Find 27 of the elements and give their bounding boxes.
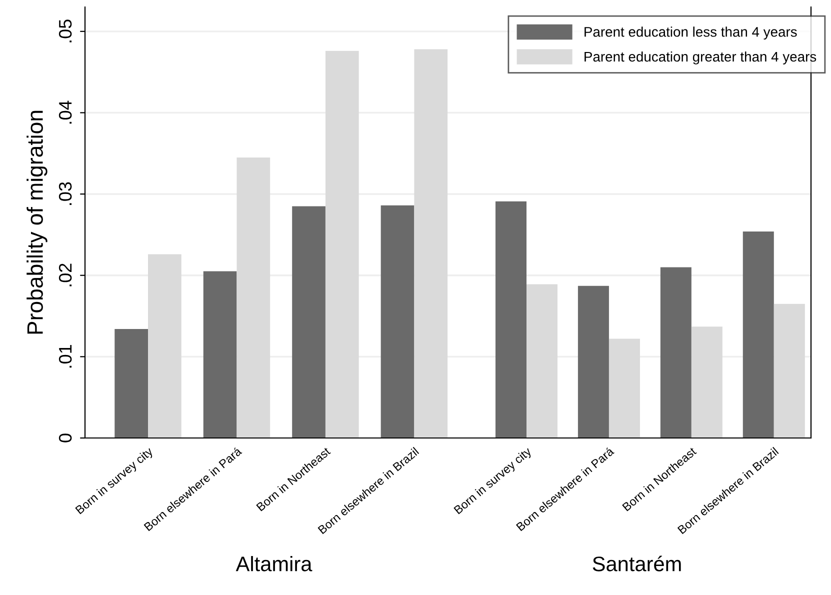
bar <box>578 286 609 438</box>
y-tick-label: .02 <box>58 264 72 286</box>
bar <box>414 49 448 438</box>
bar <box>114 329 148 438</box>
bar <box>148 254 182 438</box>
y-tick-label: .03 <box>58 182 72 205</box>
bar <box>742 231 774 438</box>
bar <box>774 304 805 438</box>
bar <box>660 267 692 438</box>
bar <box>292 206 326 438</box>
legend-label: Parent education less than 4 years <box>584 26 797 40</box>
bar <box>236 157 270 438</box>
y-tick-label: .05 <box>58 20 72 42</box>
bar <box>691 326 722 438</box>
bar <box>380 205 414 438</box>
bar <box>325 50 359 438</box>
bar <box>203 271 237 438</box>
bar <box>526 284 558 438</box>
bar <box>495 201 526 438</box>
y-axis-title: Probability of migration <box>26 110 48 334</box>
bar <box>608 338 640 438</box>
y-tick-label: .01 <box>58 345 72 368</box>
x-axis-title: Altamira <box>236 556 312 572</box>
x-axis-title: Santarém <box>592 556 681 572</box>
y-tick-label: 0 <box>58 434 72 442</box>
legend-label: Parent education greater than 4 years <box>584 51 816 64</box>
y-tick-label: .04 <box>58 100 72 124</box>
